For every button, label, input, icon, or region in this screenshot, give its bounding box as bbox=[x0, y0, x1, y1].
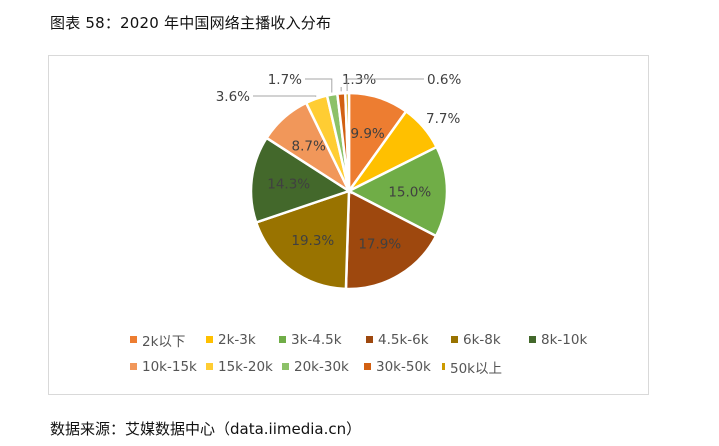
slice-data-label: 19.3% bbox=[291, 233, 334, 249]
legend-swatch-icon bbox=[279, 336, 286, 343]
legend-item: 8k-10k bbox=[529, 332, 589, 348]
legend-label: 3k-4.5k bbox=[291, 331, 342, 348]
pie-chart: 9.9% 7.7% 15.0% 17.9% 19.3% 14.3% 8.7% 3.6% 1.7%… bbox=[216, 72, 461, 291]
slice-data-label: 15.0% bbox=[388, 184, 431, 200]
legend-item: 2k以下 bbox=[130, 330, 206, 350]
legend-label: 8k-10k bbox=[541, 331, 588, 348]
pie-slice-3k-4.5k bbox=[346, 145, 449, 238]
slice-data-label: 9.9% bbox=[350, 126, 384, 142]
slice-data-label: 1.3% bbox=[342, 72, 376, 88]
slice-data-label: 7.7% bbox=[426, 111, 460, 127]
slice-data-label: 0.6% bbox=[427, 72, 461, 88]
legend-item: 6k-8k bbox=[451, 332, 529, 348]
legend-item: 15k-20k bbox=[206, 359, 282, 375]
slice-data-label: 1.7% bbox=[268, 72, 302, 88]
legend-swatch-icon bbox=[451, 336, 458, 343]
legend-label: 2k-3k bbox=[218, 331, 256, 348]
pie-slice-50k以上 bbox=[344, 91, 351, 192]
pie-slice-8k-10k bbox=[249, 136, 352, 225]
data-source-note: 数据来源：艾媒数据中心（data.iimedia.cn） bbox=[50, 420, 362, 438]
legend-swatch-icon bbox=[130, 336, 137, 343]
legend-swatch-icon bbox=[364, 363, 371, 370]
legend-swatch-icon bbox=[130, 363, 137, 370]
legend-row: 10k-15k 15k-20k 20k-30k 30k-50k 50k以上 bbox=[130, 353, 590, 380]
leader-line bbox=[253, 95, 317, 97]
pie-slice-4.5k-6k bbox=[344, 188, 438, 291]
slice-data-label: 3.6% bbox=[216, 89, 250, 105]
legend-swatch-icon bbox=[529, 336, 536, 343]
legend-item: 4.5k-6k bbox=[366, 332, 451, 348]
legend-item: 3k-4.5k bbox=[279, 332, 366, 348]
legend-label: 30k-50k bbox=[376, 358, 431, 375]
legend-swatch-icon bbox=[442, 363, 445, 370]
legend-swatch-icon bbox=[366, 336, 373, 343]
legend-label: 6k-8k bbox=[463, 331, 501, 348]
legend-label: 15k-20k bbox=[218, 358, 273, 375]
slice-data-label: 17.9% bbox=[358, 236, 401, 252]
legend-label: 2k以下 bbox=[142, 333, 186, 350]
legend-swatch-icon bbox=[206, 336, 213, 343]
slice-data-label: 14.3% bbox=[267, 177, 310, 193]
legend-label: 4.5k-6k bbox=[378, 331, 429, 348]
legend-item: 30k-50k bbox=[364, 359, 442, 375]
chart-area: 9.9% 7.7% 15.0% 17.9% 19.3% 14.3% 8.7% 3.6% 1.7%… bbox=[48, 55, 649, 395]
legend-item: 50k以上 bbox=[442, 357, 502, 377]
leader-line bbox=[346, 78, 424, 92]
legend-label: 10k-15k bbox=[142, 358, 197, 375]
legend-row: 2k以下 2k-3k 3k-4.5k 4.5k-6k 6k-8k 8k-10k bbox=[130, 326, 590, 353]
legend-label: 20k-30k bbox=[294, 358, 349, 375]
legend-item: 20k-30k bbox=[282, 359, 364, 375]
leader-line bbox=[305, 78, 333, 93]
slice-data-label: 8.7% bbox=[292, 139, 326, 155]
chart-title: 图表 58：2020 年中国网络主播收入分布 bbox=[50, 14, 332, 32]
legend-swatch-icon bbox=[282, 363, 289, 370]
legend-label: 50k以上 bbox=[450, 360, 502, 377]
legend-item: 2k-3k bbox=[206, 332, 279, 348]
legend-item: 10k-15k bbox=[130, 359, 206, 375]
legend-swatch-icon bbox=[206, 363, 213, 370]
chart-legend: 2k以下 2k-3k 3k-4.5k 4.5k-6k 6k-8k 8k-10k 10k-15… bbox=[130, 326, 590, 380]
